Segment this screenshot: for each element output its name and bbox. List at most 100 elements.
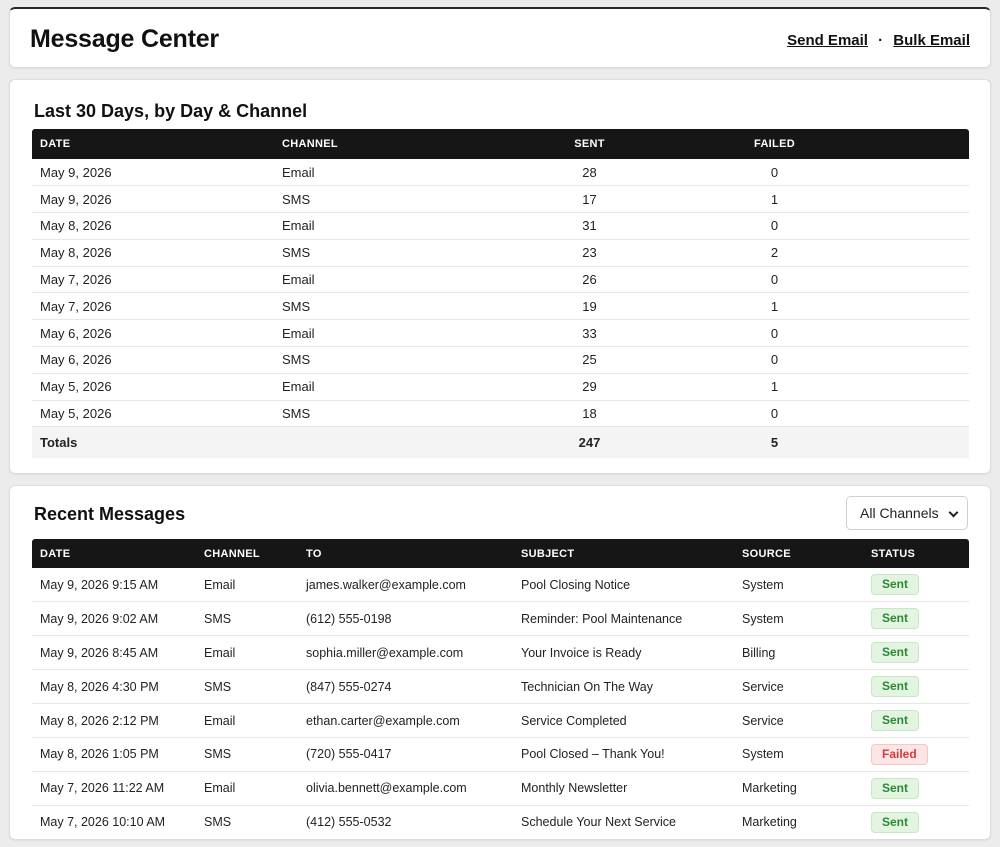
cell-date: May 7, 2026 10:10 AM xyxy=(40,815,166,830)
cell-sent: 25 xyxy=(532,346,647,374)
table-row: May 8, 2026 SMS 23 2 xyxy=(32,239,969,267)
totals-sent: 247 xyxy=(532,426,647,458)
column-header-to: TO xyxy=(306,547,322,560)
table-row[interactable]: May 7, 2026 11:22 AM Email olivia.bennett@… xyxy=(32,771,969,806)
column-header-source: SOURCE xyxy=(742,547,791,560)
cell-date: May 9, 2026 xyxy=(32,159,274,187)
stats-table: DATE CHANNEL SENT FAILED May 9, 2026 Emai… xyxy=(32,129,969,458)
table-row[interactable]: May 7, 2026 10:10 AM SMS (412) 555-0532 Sch… xyxy=(32,805,969,839)
table-row: May 9, 2026 SMS 17 1 xyxy=(32,185,969,214)
messages-title: Recent Messages xyxy=(34,504,186,524)
cell-failed: 0 xyxy=(647,400,902,428)
cell-source: Service xyxy=(734,703,863,738)
table-row: May 6, 2026 Email 33 0 xyxy=(32,319,969,348)
cell-channel: Email xyxy=(274,373,532,401)
status-badge: Sent xyxy=(871,608,920,630)
channel-filter-select[interactable]: All Channels xyxy=(846,496,968,530)
cell-channel: SMS xyxy=(204,815,232,830)
send-email-link[interactable]: Send Email xyxy=(787,32,868,49)
cell-sent: 26 xyxy=(532,266,647,294)
cell-subject: Technician On The Way xyxy=(513,669,734,705)
column-header-status: STATUS xyxy=(871,547,916,560)
table-row: May 5, 2026 SMS 18 0 xyxy=(32,400,969,428)
cell-channel: SMS xyxy=(196,737,298,772)
cell-status: Sent xyxy=(863,635,969,671)
page-title: Message Center xyxy=(30,25,219,53)
cell-spacer xyxy=(902,319,969,348)
messages-card: Recent Messages All Channels DATE CHANNE… xyxy=(9,485,991,840)
cell-sent: 18 xyxy=(532,400,647,428)
column-header-date: DATE xyxy=(40,138,71,150)
table-row[interactable]: May 8, 2026 4:30 PM SMS (847) 555-0274 Tech… xyxy=(32,669,969,705)
table-row[interactable]: May 9, 2026 8:45 AM Email sophia.miller@ex… xyxy=(32,635,969,671)
cell-channel: SMS xyxy=(196,601,298,637)
cell-sent: 23 xyxy=(532,239,647,267)
cell-source: Billing xyxy=(734,635,863,671)
cell-failed: 1 xyxy=(647,373,902,401)
cell-date: May 8, 2026 4:30 PM xyxy=(32,669,196,705)
messages-table: DATE CHANNEL TO SUBJECT SOURCE STATUS Ma… xyxy=(32,539,969,839)
cell-channel: SMS xyxy=(196,669,298,705)
messages-header-row: DATE CHANNEL TO SUBJECT SOURCE STATUS xyxy=(32,539,969,568)
cell-to: olivia.bennett@example.com xyxy=(298,771,513,806)
cell-source: Service xyxy=(734,669,863,705)
cell-channel: Email xyxy=(196,771,298,806)
status-badge: Sent xyxy=(871,676,920,698)
cell-spacer xyxy=(902,266,969,294)
table-row[interactable]: May 9, 2026 9:15 AM Email james.walker@exa… xyxy=(32,568,969,603)
cell-to: (612) 555-0198 xyxy=(298,601,513,637)
cell-status: Sent xyxy=(863,805,969,839)
status-badge: Sent xyxy=(871,710,920,731)
cell-channel: SMS xyxy=(274,346,532,374)
stats-card: Last 30 Days, by Day & Channel DATE CHAN… xyxy=(9,79,991,474)
cell-status: Failed xyxy=(863,737,969,772)
cell-source: Marketing xyxy=(742,815,797,830)
cell-failed: 0 xyxy=(647,212,902,240)
status-badge: Sent xyxy=(871,777,920,799)
cell-to: sophia.miller@example.com xyxy=(298,635,513,671)
table-row[interactable]: May 8, 2026 2:12 PM Email ethan.carter@exa… xyxy=(32,703,969,738)
table-row[interactable]: May 8, 2026 1:05 PM SMS (720) 555-0417 Pool… xyxy=(32,737,969,772)
cell-to: (720) 555-0417 xyxy=(298,737,513,772)
cell-date: May 8, 2026 1:05 PM xyxy=(32,737,196,772)
cell-spacer xyxy=(902,373,969,401)
link-separator: · xyxy=(878,32,884,49)
table-row[interactable]: May 9, 2026 9:02 AM SMS (612) 555-0198 Remi… xyxy=(32,601,969,637)
cell-spacer xyxy=(902,185,969,214)
table-row: May 8, 2026 Email 31 0 xyxy=(32,212,969,240)
cell-channel: Email xyxy=(274,319,532,348)
cell-date: May 7, 2026 11:22 AM xyxy=(32,771,196,806)
stats-title: Last 30 Days, by Day & Channel xyxy=(34,101,308,121)
cell-channel: Email xyxy=(196,635,298,671)
stats-header-row: DATE CHANNEL SENT FAILED xyxy=(32,129,969,159)
cell-date: May 9, 2026 xyxy=(32,185,274,214)
cell-failed: 0 xyxy=(647,266,902,294)
cell-channel: SMS xyxy=(274,400,532,428)
cell-subject: Reminder: Pool Maintenance xyxy=(513,601,734,637)
cell-date: May 7, 2026 xyxy=(32,292,274,321)
cell-date: May 6, 2026 xyxy=(32,346,274,374)
bulk-email-link[interactable]: Bulk Email xyxy=(893,32,970,49)
cell-date: May 9, 2026 8:45 AM xyxy=(32,635,196,671)
cell-source: System xyxy=(734,737,863,772)
cell-spacer xyxy=(902,426,969,458)
cell-spacer xyxy=(902,212,969,240)
column-header-date: DATE xyxy=(40,547,71,560)
column-header-channel: CHANNEL xyxy=(282,138,338,150)
cell-sent: 29 xyxy=(532,373,647,401)
channel-filter-value: All Channels xyxy=(860,505,939,521)
cell-date: May 9, 2026 9:15 AM xyxy=(32,568,196,603)
cell-subject: Service Completed xyxy=(513,703,734,738)
status-badge: Failed xyxy=(871,743,928,765)
cell-spacer xyxy=(902,346,969,374)
cell-date: May 8, 2026 2:12 PM xyxy=(32,703,196,738)
cell-date: May 5, 2026 xyxy=(32,400,274,428)
cell-sent: 17 xyxy=(532,185,647,214)
cell-subject: Pool Closed – Thank You! xyxy=(513,737,734,772)
totals-channel xyxy=(274,426,532,458)
column-header-spacer xyxy=(902,129,969,159)
cell-spacer xyxy=(902,239,969,267)
cell-failed: 0 xyxy=(647,159,902,187)
cell-status: Sent xyxy=(863,601,969,637)
column-header-subject: SUBJECT xyxy=(521,547,575,560)
